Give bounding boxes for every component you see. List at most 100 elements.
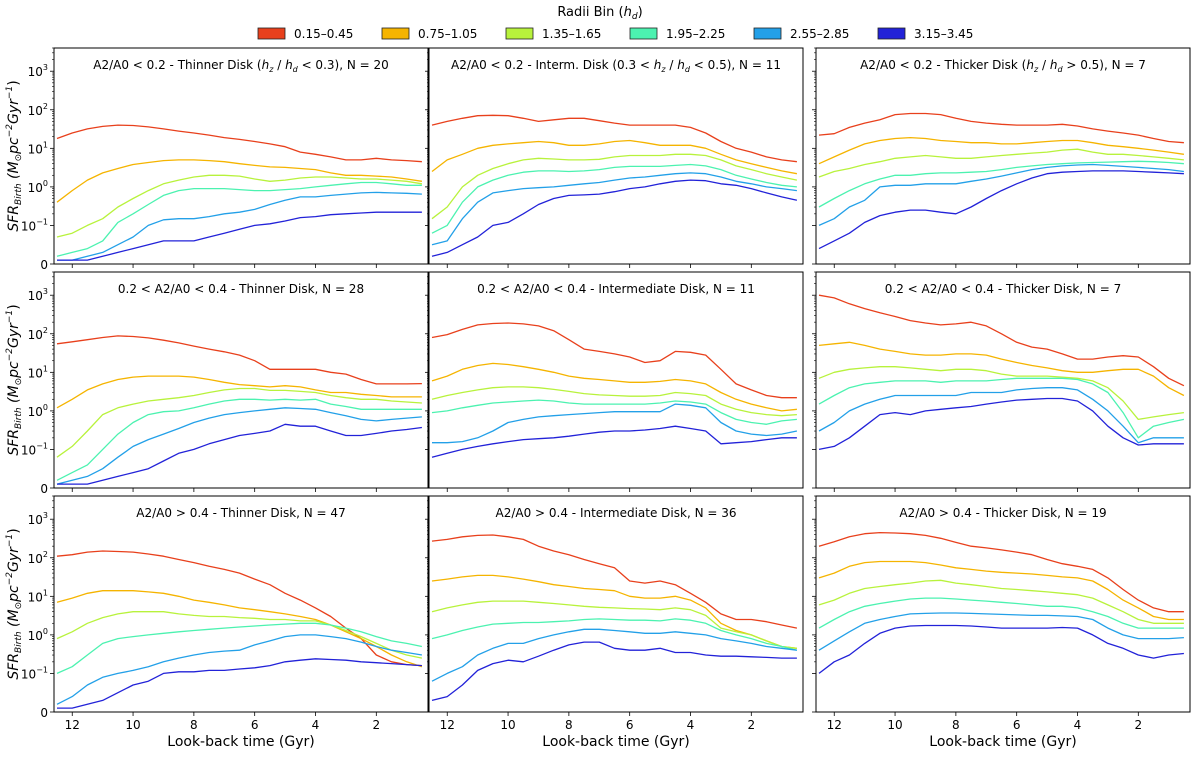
- panel: 0 10−1 100 101 102 103 0.2 < A2/A0 < 0.4 - Thi…: [21, 271, 429, 496]
- panel-title: 0.2 < A2/A0 < 0.4 - Thicker Disk, N = 7: [885, 282, 1121, 296]
- x-tick-label: 12: [440, 718, 455, 732]
- series-line: [818, 597, 1184, 629]
- series-line: [818, 397, 1184, 451]
- series-line: [818, 341, 1185, 397]
- legend-swatch: [257, 27, 286, 40]
- series-line: [57, 191, 422, 261]
- series-line: [56, 590, 423, 668]
- x-tick-label: 6: [626, 718, 634, 732]
- panel-frame: [428, 47, 804, 265]
- series-line: [431, 322, 797, 399]
- legend-label: 1.95–2.25: [666, 27, 725, 41]
- series-line: [431, 114, 797, 163]
- series-line: [57, 211, 422, 261]
- x-tick-label: 2: [372, 718, 380, 732]
- panel-frame: [815, 47, 1191, 265]
- series-line: [431, 362, 797, 412]
- y-tick-label: 0: [40, 706, 48, 720]
- series-group: [431, 534, 798, 702]
- series-line: [56, 611, 423, 659]
- x-tick-label: 4: [687, 718, 695, 732]
- y-tick-label: 10−1: [21, 665, 48, 681]
- series-line: [56, 181, 422, 257]
- series-line: [56, 387, 422, 458]
- x-tick-label: 6: [1013, 718, 1021, 732]
- y-axis-label: SFRBirth (M⊙pc−2Gyr−1): [5, 304, 24, 455]
- x-tick-label: 4: [312, 718, 320, 732]
- legend-label: 1.35–1.65: [542, 27, 601, 41]
- x-tick-label: 10: [887, 718, 902, 732]
- legend-swatch: [505, 27, 534, 40]
- panel: 12 10 8 6 4 2 Look-back time (Gyr) A2/A0 > 0.4 …: [812, 495, 1191, 750]
- series-line: [431, 574, 797, 649]
- panel: 12 10 8 6 4 2 Look-back time (Gyr) A2/A0 > 0.4 …: [425, 495, 804, 750]
- panel-frame: [53, 47, 429, 265]
- legend-entry: 1.95–2.25: [629, 27, 725, 41]
- y-axis-label: SFRBirth (M⊙pc−2Gyr−1): [5, 528, 24, 679]
- x-tick-label: 12: [827, 718, 842, 732]
- series-group: [818, 294, 1185, 451]
- legend-swatch: [629, 27, 658, 40]
- series-line: [431, 153, 798, 220]
- panel: 0 10−1 100 101 102 103 12 10 8 6 4 2 Look-back time …: [21, 495, 429, 750]
- series-line: [431, 179, 798, 257]
- y-tick-label: 0: [40, 482, 48, 496]
- series-line: [56, 159, 422, 203]
- panel: 0.2 < A2/A0 < 0.4 - Intermediate Disk, N…: [425, 271, 804, 492]
- x-axis-label: Look-back time (Gyr): [542, 734, 689, 750]
- series-line: [431, 618, 798, 651]
- x-tick-label: 10: [125, 718, 140, 732]
- series-line: [818, 148, 1184, 178]
- series-line: [56, 335, 422, 385]
- panel: A2/A0 < 0.2 - Thicker Disk (hz​ / hd​ > …: [812, 47, 1191, 268]
- panel-frame: [428, 271, 804, 489]
- y-tick-label: 101: [28, 140, 48, 156]
- series-line: [57, 423, 422, 485]
- y-tick-label: 101: [28, 588, 48, 604]
- series-line: [431, 386, 797, 417]
- series-line: [56, 375, 422, 409]
- legend-title: Radii Bin (hd): [557, 5, 642, 22]
- x-axis-label: Look-back time (Gyr): [929, 734, 1076, 750]
- x-tick-label: 6: [251, 718, 259, 732]
- series-line: [431, 534, 798, 629]
- legend-label: 0.75–1.05: [418, 27, 477, 41]
- x-tick-label: 4: [1074, 718, 1082, 732]
- panel-frame: [815, 271, 1191, 489]
- series-line: [431, 399, 797, 425]
- y-tick-label: 102: [28, 326, 48, 342]
- series-line: [818, 624, 1184, 674]
- panel-title: 0.2 < A2/A0 < 0.4 - Thinner Disk, N = 28: [118, 282, 364, 296]
- panel-frame: [428, 495, 804, 713]
- x-tick-label: 12: [65, 718, 80, 732]
- series-group: [431, 322, 798, 458]
- legend-swatch: [381, 27, 410, 40]
- series-line: [57, 658, 422, 709]
- y-tick-label: 103: [28, 287, 48, 303]
- series-line: [56, 634, 423, 705]
- y-tick-label: 0: [40, 258, 48, 272]
- series-line: [56, 622, 423, 674]
- legend-entry: 0.15–0.45: [257, 27, 353, 41]
- y-tick-label: 100: [28, 179, 48, 195]
- panel-title: 0.2 < A2/A0 < 0.4 - Intermediate Disk, N…: [477, 282, 755, 296]
- series-line: [432, 403, 798, 444]
- legend-label: 0.15–0.45: [294, 27, 353, 41]
- y-axis-label: SFRBirth (M⊙pc−2Gyr−1): [5, 80, 24, 231]
- panel-title: A2/A0 > 0.4 - Thicker Disk, N = 19: [899, 506, 1106, 520]
- legend-entry: 0.75–1.05: [381, 27, 477, 41]
- legend-label: 2.55–2.85: [790, 27, 849, 41]
- legend-swatch: [753, 27, 782, 40]
- series-line: [431, 172, 797, 246]
- x-tick-label: 8: [565, 718, 573, 732]
- y-tick-label: 10−1: [21, 441, 48, 457]
- series-line: [818, 170, 1184, 250]
- series-line: [56, 407, 422, 485]
- legend: Radii Bin (hd) 0.15–0.45 0.75–1.05 1.35–1.…: [257, 5, 973, 41]
- legend-swatch: [877, 27, 906, 40]
- y-tick-label: 102: [28, 550, 48, 566]
- legend-entry: 3.15–3.45: [877, 27, 973, 41]
- series-line: [818, 579, 1184, 624]
